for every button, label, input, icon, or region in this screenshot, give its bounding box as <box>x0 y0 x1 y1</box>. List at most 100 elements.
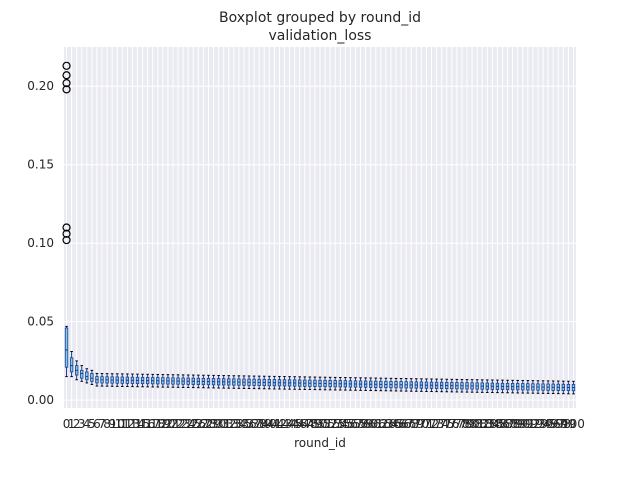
x-tick-label: 27 <box>196 417 211 431</box>
x-tick-label: 74 <box>434 417 449 431</box>
x-tick-label: 37 <box>246 417 261 431</box>
grid-lines <box>64 47 576 408</box>
x-tick-label: 56 <box>343 417 358 431</box>
x-tick-label: 96 <box>546 417 561 431</box>
x-tick-label: 73 <box>429 417 444 431</box>
x-tick-label: 26 <box>191 417 206 431</box>
x-tick-label: 51 <box>317 417 332 431</box>
outlier-point <box>62 85 71 94</box>
x-tick-label: 58 <box>353 417 368 431</box>
outlier-point <box>62 61 71 70</box>
x-tick-label: 0 <box>63 417 71 431</box>
x-tick-label: 88 <box>505 417 520 431</box>
x-tick-label: 68 <box>404 417 419 431</box>
box <box>69 357 74 373</box>
x-tick-label: 78 <box>454 417 469 431</box>
x-tick-label: 100 <box>562 417 585 431</box>
x-tick-label: 87 <box>500 417 515 431</box>
x-tick-label: 79 <box>459 417 474 431</box>
x-tick-label: 10 <box>110 417 125 431</box>
x-tick-label: 47 <box>297 417 312 431</box>
x-tick-label: 41 <box>267 417 282 431</box>
x-tick-label: 16 <box>140 417 155 431</box>
x-tick-label: 98 <box>556 417 571 431</box>
x-tick-label: 71 <box>419 417 434 431</box>
x-ticks: 0123456789101112131415161718192021222324… <box>63 417 585 431</box>
x-tick-label: 60 <box>363 417 378 431</box>
x-tick-label: 1 <box>68 417 76 431</box>
x-tick-label: 66 <box>393 417 408 431</box>
x-tick-label: 77 <box>449 417 464 431</box>
chart-title: Boxplot grouped by round_id <box>219 10 421 26</box>
x-tick-label: 32 <box>221 417 236 431</box>
x-tick-label: 91 <box>520 417 535 431</box>
x-tick-label: 50 <box>312 417 327 431</box>
x-tick-label: 36 <box>241 417 256 431</box>
x-tick-label: 19 <box>155 417 170 431</box>
box <box>80 369 84 379</box>
x-tick-label: 81 <box>470 417 485 431</box>
x-tick-label: 45 <box>287 417 302 431</box>
x-tick-label: 15 <box>135 417 150 431</box>
y-tick-label: 0.15 <box>27 158 54 172</box>
x-tick-label: 29 <box>206 417 221 431</box>
x-tick-label: 31 <box>216 417 231 431</box>
x-tick-label: 70 <box>414 417 429 431</box>
x-tick-label: 8 <box>103 417 111 431</box>
x-tick-label: 40 <box>262 417 277 431</box>
boxes <box>62 61 576 395</box>
x-tick-label: 3 <box>78 417 86 431</box>
x-tick-label: 48 <box>302 417 317 431</box>
outlier-point <box>62 235 71 245</box>
y-ticks: 0.00 0.05 0.10 0.15 0.20 <box>27 79 54 407</box>
x-tick-label: 55 <box>338 417 353 431</box>
y-tick-label: 0.20 <box>27 79 54 93</box>
x-tick-label: 95 <box>540 417 555 431</box>
x-tick-label: 24 <box>181 417 196 431</box>
x-tick-label: 85 <box>490 417 505 431</box>
x-tick-label: 63 <box>378 417 393 431</box>
x-tick-label: 83 <box>480 417 495 431</box>
outlier-point <box>62 78 71 88</box>
x-tick-label: 34 <box>231 417 246 431</box>
x-tick-label: 90 <box>515 417 530 431</box>
x-tick-label: 84 <box>485 417 500 431</box>
x-tick-label: 28 <box>201 417 216 431</box>
y-tick-label: 0.00 <box>27 393 54 407</box>
x-tick-label: 62 <box>373 417 388 431</box>
x-tick-label: 99 <box>561 417 576 431</box>
x-tick-label: 11 <box>115 417 130 431</box>
outlier-point <box>62 71 71 80</box>
x-tick-label: 17 <box>145 417 160 431</box>
x-tick-label: 67 <box>399 417 414 431</box>
x-tick-label: 7 <box>98 417 106 431</box>
x-tick-label: 59 <box>358 417 373 431</box>
chart-subtitle: validation_loss <box>269 28 372 44</box>
x-tick-label: 86 <box>495 417 510 431</box>
x-tick-label: 12 <box>120 417 135 431</box>
x-tick-label: 33 <box>226 417 241 431</box>
x-tick-label: 52 <box>322 417 337 431</box>
y-tick-label: 0.10 <box>27 236 54 250</box>
outlier-point <box>62 223 71 232</box>
x-tick-label: 82 <box>475 417 490 431</box>
x-tick-label: 57 <box>348 417 363 431</box>
x-tick-label: 76 <box>444 417 459 431</box>
x-tick-label: 65 <box>388 417 403 431</box>
x-tick-label: 46 <box>292 417 307 431</box>
x-tick-label: 61 <box>368 417 383 431</box>
x-tick-label: 75 <box>439 417 454 431</box>
x-tick-label: 64 <box>383 417 398 431</box>
x-tick-label: 53 <box>328 417 343 431</box>
box <box>64 327 69 368</box>
outlier-point <box>62 229 71 238</box>
x-tick-label: 9 <box>108 417 116 431</box>
box <box>90 373 94 382</box>
x-tick-label: 43 <box>277 417 292 431</box>
x-tick-label: 38 <box>252 417 267 431</box>
x-tick-label: 54 <box>333 417 348 431</box>
x-tick-label: 6 <box>93 417 101 431</box>
x-tick-label: 23 <box>175 417 190 431</box>
x-tick-label: 30 <box>211 417 226 431</box>
